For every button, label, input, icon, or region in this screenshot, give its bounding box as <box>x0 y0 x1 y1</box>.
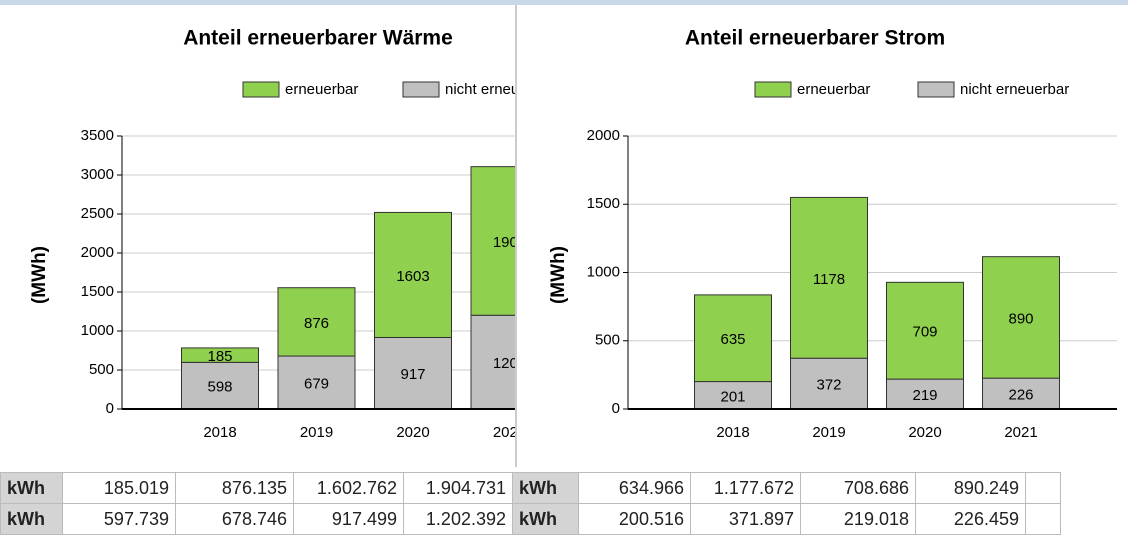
table-cell: 200.516 <box>578 503 691 535</box>
data-table: kWh 185.019 876.135 1.602.762 1.904.731 kWh 59… <box>0 472 513 535</box>
bar-segment <box>886 378 964 410</box>
legend-label: erneuerbar <box>285 81 358 98</box>
bar-segment <box>470 314 515 410</box>
table-cell: 634.966 <box>578 472 691 504</box>
data-label: 226 <box>1008 387 1033 404</box>
y-axis-label: (MWh) <box>29 246 50 304</box>
table-cell: 876.135 <box>175 472 294 504</box>
legend-label: nicht erneuerbar <box>445 81 516 98</box>
table-cell: 219.018 <box>800 503 916 535</box>
y-tick-label: 1500 <box>587 195 620 212</box>
data-label: 917 <box>400 366 425 383</box>
row-header: kWh <box>0 503 63 535</box>
data-label: 1202 <box>493 355 516 372</box>
legend-label: nicht erneuerbar <box>960 81 1069 98</box>
bar-segment <box>694 294 772 383</box>
empty-cell <box>1025 472 1061 504</box>
data-label: 679 <box>304 375 329 392</box>
chart-panel: Anteil erneuerbarer Strom (MWh) erneuerbar… <box>516 5 1117 467</box>
bar-segment <box>470 166 515 316</box>
bar-segment <box>982 256 1060 379</box>
data-label: 890 <box>1008 310 1033 327</box>
table-row: kWh 634.966 1.177.672 708.686 890.249 <box>512 472 1061 504</box>
x-tick-label: 2021 <box>493 424 516 441</box>
x-tick-label: 2019 <box>812 424 845 441</box>
table-cell: 678.746 <box>175 503 294 535</box>
bar-segment <box>790 196 868 359</box>
x-tick-label: 2020 <box>908 424 941 441</box>
x-tick-label: 2020 <box>396 424 429 441</box>
data-label: 201 <box>720 388 745 405</box>
legend-swatch <box>754 81 792 98</box>
y-tick-label: 0 <box>612 400 620 417</box>
table-row: kWh 200.516 371.897 219.018 226.459 <box>512 503 1061 535</box>
x-tick-label: 2018 <box>203 424 236 441</box>
empty-cell <box>1025 503 1061 535</box>
table-row: kWh 597.739 678.746 917.499 1.202.392 <box>0 503 513 535</box>
data-label: 185 <box>207 348 232 365</box>
table-cell: 371.897 <box>690 503 801 535</box>
legend-swatch <box>402 81 440 98</box>
y-tick-label: 2000 <box>81 244 114 261</box>
y-tick-label: 2500 <box>81 205 114 222</box>
bar-segment <box>374 336 452 410</box>
table-cell: 1.904.731 <box>403 472 513 504</box>
table-cell: 1.602.762 <box>293 472 404 504</box>
row-header: kWh <box>512 503 579 535</box>
chart-title: Anteil erneuerbarer Wärme <box>183 27 453 50</box>
y-tick-label: 500 <box>89 361 114 378</box>
table-cell: 185.019 <box>62 472 176 504</box>
table-cell: 917.499 <box>293 503 404 535</box>
bar-segment <box>694 381 772 410</box>
table-cell: 1.202.392 <box>403 503 513 535</box>
data-label: 1905 <box>493 234 516 251</box>
bar-segment <box>790 357 868 410</box>
legend-swatch <box>917 81 955 98</box>
table-row: kWh 185.019 876.135 1.602.762 1.904.731 <box>0 472 513 504</box>
table-cell: 226.459 <box>915 503 1026 535</box>
x-tick-label: 2018 <box>716 424 749 441</box>
table-cell: 890.249 <box>915 472 1026 504</box>
data-label: 372 <box>816 377 841 394</box>
chart-title: Anteil erneuerbarer Strom <box>685 27 945 50</box>
top-strip <box>0 0 1128 5</box>
y-tick-label: 3000 <box>81 166 114 183</box>
data-table: kWh 634.966 1.177.672 708.686 890.249 kWh 200.… <box>512 472 1061 535</box>
data-label: 1178 <box>813 271 845 288</box>
table-cell: 597.739 <box>62 503 176 535</box>
y-tick-label: 1500 <box>81 283 114 300</box>
data-label: 598 <box>207 379 232 396</box>
data-label: 1603 <box>396 268 429 285</box>
bar-segment <box>374 211 452 338</box>
row-header: kWh <box>0 472 63 504</box>
y-tick-label: 500 <box>595 332 620 349</box>
data-label: 635 <box>720 331 745 348</box>
x-tick-label: 2019 <box>300 424 333 441</box>
y-tick-label: 1000 <box>81 322 114 339</box>
table-cell: 708.686 <box>800 472 916 504</box>
x-tick-label: 2021 <box>1004 424 1037 441</box>
legend-label: erneuerbar <box>797 81 870 98</box>
y-tick-label: 0 <box>106 400 114 417</box>
bar-segment <box>277 287 356 357</box>
bar-segment <box>181 347 259 363</box>
bar-segment <box>886 281 964 380</box>
y-tick-label: 3500 <box>81 127 114 144</box>
legend-swatch <box>242 81 280 98</box>
y-axis-label: (MWh) <box>548 246 569 304</box>
bar-segment <box>181 361 259 410</box>
chart-panel: Anteil erneuerbarer Wärme (MWh) erneuerbar… <box>29 5 516 467</box>
y-tick-label: 2000 <box>587 127 620 144</box>
table-cell: 1.177.672 <box>690 472 801 504</box>
data-label: 709 <box>912 324 937 341</box>
data-label: 219 <box>912 387 937 404</box>
row-header: kWh <box>512 472 579 504</box>
data-label: 876 <box>304 315 329 332</box>
y-tick-label: 1000 <box>587 263 620 280</box>
